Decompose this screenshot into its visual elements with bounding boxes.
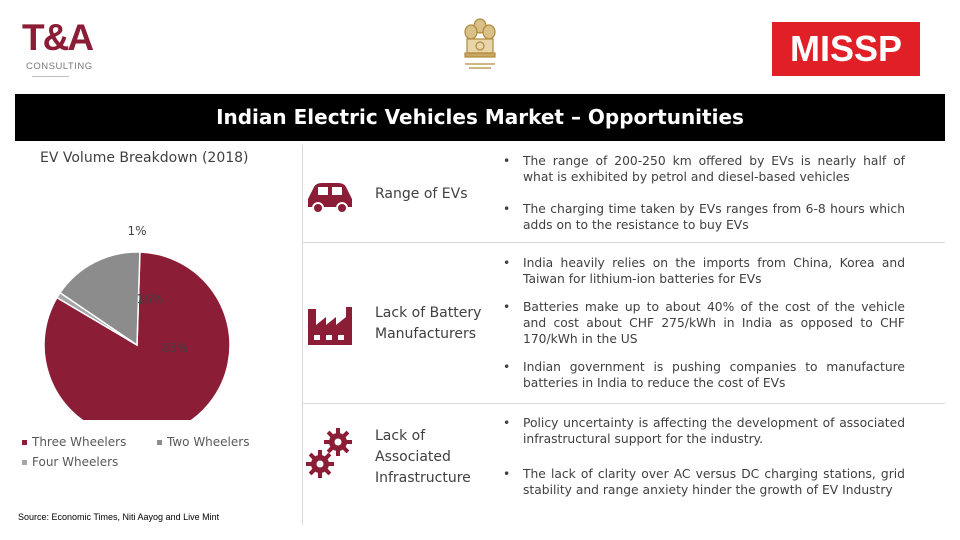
bullet-item: • The range of 200-250 km offered by EVs… [503,153,905,185]
india-emblem-icon [464,18,496,69]
source-note: Source: Economic Times, Niti Aayog and L… [18,512,220,522]
legend-swatch [157,440,162,445]
ta-logo-sub: CONSULTING [26,61,93,72]
pie-data-label: 16% [137,292,164,306]
legend-label: Four Wheelers [32,455,119,469]
bullet-item: • Policy uncertainty is affecting the de… [503,415,905,447]
bullet-dot: • [503,154,511,168]
bullet-dot: • [503,467,511,481]
legend-item-two-wheelers: Two Wheelers [157,435,249,449]
bullet-item: • The charging time taken by EVs ranges … [503,201,905,233]
legend-label: Two Wheelers [167,435,250,449]
bullet-text: Indian government is pushing companies t… [523,360,905,390]
section-label-range: Range of EVs [375,186,468,202]
bullet-item: • India heavily relies on the imports fr… [503,255,905,287]
pie-slice-two-wheelers [59,251,141,347]
section-divider [302,242,945,243]
bullet-item: • Indian government is pushing companies… [503,359,905,391]
bullet-text: The charging time taken by EVs ranges fr… [523,202,905,232]
legend-label: Three Wheelers [32,435,127,449]
bullet-text: The range of 200-250 km offered by EVs i… [523,154,905,184]
legend-item-four-wheelers: Four Wheelers [22,455,118,469]
gears-icon [306,428,352,478]
chart-title: EV Volume Breakdown (2018) [40,150,249,166]
legend-item-three-wheelers: Three Wheelers [22,435,126,449]
ta-consulting-logo: T&A CONSULTING ▁▁▁▁▁▁▁▁▁▁▁▁ [22,18,114,80]
section-label-infrastructure: Lack of Associated Infrastructure [375,426,471,489]
section-label-line: Lack of [375,428,426,444]
factory-icon [308,307,352,345]
ta-logo-main: T&A [22,17,94,58]
section-divider [302,403,945,404]
car-icon [308,183,352,214]
bullet-dot: • [503,256,511,270]
section-label-battery: Lack of Battery Manufacturers [375,303,481,345]
ta-logo-tagline: ▁▁▁▁▁▁▁▁▁▁▁▁ [32,72,69,77]
page-title: Indian Electric Vehicles Market – Opport… [15,94,945,141]
bullet-text: The lack of clarity over AC versus DC ch… [523,467,905,497]
pie-slice-three-wheelers [43,251,231,420]
bullet-item: • The lack of clarity over AC versus DC … [503,466,905,498]
bullet-dot: • [503,202,511,216]
pie-data-label: 83% [162,341,189,355]
section-label-line: Lack of Battery [375,305,482,321]
pie-data-label: 1% [127,224,146,238]
section-label-line: Infrastructure [375,470,471,486]
pie-chart: 83% 1% 16% [43,224,231,420]
bullet-item: • Batteries make up to about 40% of the … [503,299,905,347]
section-label-line: Associated [375,449,451,465]
bullet-text: Batteries make up to about 40% of the co… [523,300,905,346]
bullet-text: Policy uncertainty is affecting the deve… [523,416,905,446]
bullet-dot: • [503,300,511,314]
bullet-dot: • [503,416,511,430]
vertical-divider [302,145,303,525]
bullet-text: India heavily relies on the imports from… [523,256,905,286]
legend-swatch [22,440,27,445]
legend-swatch [22,460,27,465]
bullet-dot: • [503,360,511,374]
missp-logo: MISSP [772,22,920,76]
section-label-line: Manufacturers [375,326,477,342]
